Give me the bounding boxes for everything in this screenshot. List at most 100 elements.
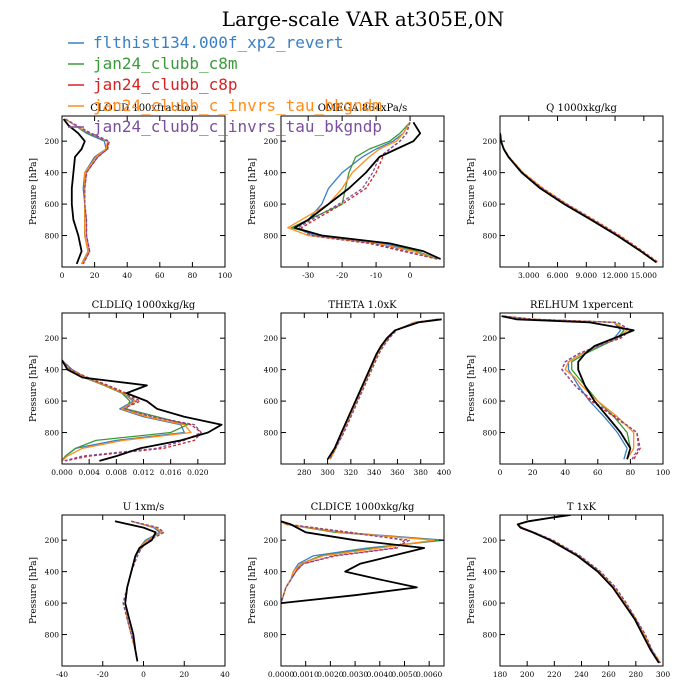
series-line-black [293,121,441,260]
y-tick-label: 800 [264,232,279,241]
y-tick-label: 200 [264,137,279,146]
plot-frame [499,115,664,268]
series-line-black [516,515,660,664]
x-tick-label: 360 [390,468,405,477]
y-tick-label: 200 [45,334,60,343]
panel-title: CLDLIQ 1000xkg/kg [92,300,196,311]
panel-q: Q 1000xkg/kg 200 400 600 800 3.000 6.000 9.000 1… [467,103,664,280]
x-tick-label: 40 [560,468,570,477]
x-tick-label: 0 [60,271,65,280]
panel-title: U 1xm/s [123,502,165,513]
plot-frame [280,115,445,268]
x-tick-label: 0 [408,271,413,280]
x-tick-label: 0.0000 [268,670,294,679]
x-tick-label: -20 [336,271,348,280]
x-tick-label: 0.0040 [367,670,393,679]
series-line-jan24_clubb_c8m [500,133,657,263]
x-tick-label: 220 [547,670,562,679]
y-tick-label: 400 [264,366,279,375]
series-group [62,359,223,462]
series-group [281,520,444,604]
plot-frame [61,312,226,465]
x-tick-label: 12.000 [602,271,628,280]
x-tick-label: 15.000 [631,271,657,280]
series-line-black [281,520,426,604]
series-line-black [501,315,635,460]
y-tick-label: 600 [45,200,60,209]
x-tick-label: 6.000 [547,271,569,280]
legend-label: jan24_clubb_c8m [93,54,238,73]
x-tick-label: 20 [179,670,189,679]
legend-item: jan24_clubb_c_invrs_tau_bkgndm [68,96,382,115]
panel-theta: THETA 1.0xK 200 400 600 800 280 300 320 340 360 38… [264,300,452,477]
legend-item: jan24_clubb_c8m [68,54,238,73]
y-tick-label: 800 [45,631,60,640]
y-axis-label: Pressure [hPa] [29,557,39,624]
y-tick-label: 800 [483,631,498,640]
y-tick-label: 600 [264,200,279,209]
x-tick-label: 280 [629,670,644,679]
panel-title: RELHUM 1xpercent [530,300,633,311]
x-tick-label: 200 [520,670,535,679]
y-tick-label: 200 [483,137,498,146]
x-tick-label: 300 [320,468,335,477]
plot-frame [61,115,226,268]
y-tick-label: 600 [483,200,498,209]
x-tick-label: 0.020 [187,468,209,477]
series-line-jan24_clubb_c8p [500,133,659,263]
y-tick-label: 400 [483,169,498,178]
x-tick-label: 340 [367,468,382,477]
y-tick-label: 200 [483,334,498,343]
x-tick-label: 40 [122,271,132,280]
legend-item: jan24_clubb_c_invrs_tau_bkgndp [68,117,382,136]
panel-t: T 1xK 200 400 600 800 180 200 220 240 260 280 300 Pr… [467,502,670,679]
y-axis-label: Pressure [hPa] [248,158,258,225]
y-tick-label: 200 [45,536,60,545]
series-line-flthist134.000f_xp2_revert [503,315,628,460]
series-line-jan24_clubb_c_invrs_tau_bkgndm [500,133,658,263]
x-tick-label: 0.004 [78,468,100,477]
series-line-flthist134.000f_xp2_revert [293,121,438,260]
panel-relhum: RELHUM 1xpercent 200 400 600 800 0 20 40 60 80 100… [467,300,670,477]
series-line-black [500,133,657,264]
x-tick-label: 280 [297,468,312,477]
panel-cldice: CLDICE 1000xkg/kg 200 400 600 800 0.00000.001… [248,502,445,679]
x-tick-label: 380 [414,468,429,477]
series-line-jan24_clubb_c_invrs_tau_bkgndm [64,118,109,265]
series-line-jan24_clubb_c_invrs_tau_bkgndp [281,520,411,604]
legend: flthist134.000f_xp2_revert jan24_clubb_c8… [68,33,382,136]
series-line-black [62,118,86,265]
series-line-jan24_clubb_c_invrs_tau_bkgndp [329,318,439,460]
y-axis-label: Pressure [hPa] [29,355,39,422]
x-tick-label: 0.0010 [293,670,319,679]
plot-frame [499,312,664,465]
panel-title: T 1xK [567,502,597,513]
y-axis-label: Pressure [hPa] [248,557,258,624]
x-tick-label: 3.000 [518,271,540,280]
series-line-flthist134.000f_xp2_revert [124,520,161,662]
x-tick-label: 0.008 [106,468,128,477]
panel-omega: OMEGA 864xPa/s 200 400 600 800 -30 -20 -10 0 Pres… [248,103,445,280]
y-tick-label: 800 [483,429,498,438]
y-tick-label: 800 [483,232,498,241]
x-tick-label: 80 [626,468,636,477]
x-tick-label: 320 [344,468,359,477]
series-line-jan24_clubb_c8m [290,121,438,260]
x-tick-label: 0 [141,670,146,679]
series-group [516,515,661,664]
x-tick-label: 0.016 [160,468,182,477]
series-line-jan24_clubb_c_invrs_tau_bkgndp [517,515,661,664]
panel-u: U 1xm/s 200 400 600 800 -40 -20 0 20 40 Pressure [… [29,502,230,679]
x-tick-label: 240 [574,670,589,679]
x-tick-label: 60 [593,468,603,477]
series-line-jan24_clubb_c8m [517,515,661,664]
x-tick-label: 0.0030 [342,670,368,679]
panel-title: Q 1000xkg/kg [546,103,617,114]
y-tick-label: 800 [264,631,279,640]
series-line-jan24_clubb_c_invrs_tau_bkgndp [64,118,109,265]
y-tick-label: 600 [264,397,279,406]
y-tick-label: 800 [45,429,60,438]
legend-label: jan24_clubb_c_invrs_tau_bkgndp [93,117,382,136]
x-tick-label: 20 [90,271,100,280]
